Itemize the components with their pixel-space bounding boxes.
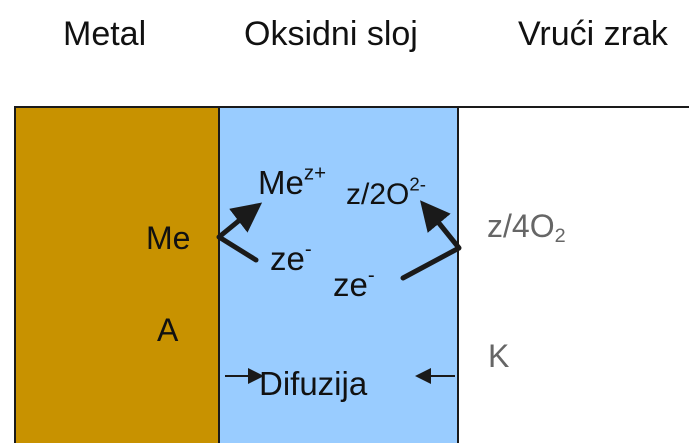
electron-label-upper: ze-: [270, 237, 312, 277]
cathode-label: K: [488, 338, 510, 374]
diffusion-label: Difuzija: [259, 365, 368, 402]
anode-reaction-chevron: [216, 207, 259, 263]
header-oxide-layer: Oksidni sloj: [244, 15, 418, 53]
electron-label-lower: ze-: [333, 263, 375, 303]
oxide-layer-region: [218, 106, 459, 443]
metal-cation-label: Mez+: [258, 161, 326, 201]
metal-region: [14, 106, 218, 443]
hot-air-region: [459, 106, 689, 443]
oxide-anion-label: z/2O2-: [346, 173, 426, 211]
cation-arrow: [229, 202, 263, 233]
anion-arrow: [420, 200, 451, 233]
header-metal: Metal: [63, 15, 147, 53]
oxygen-label: z/4O2: [487, 208, 566, 247]
header-hot-air: Vrući zrak: [518, 15, 668, 53]
cathode-reaction-chevron: [400, 209, 462, 281]
anode-label: A: [157, 312, 179, 348]
metal-ion-label: Me: [146, 220, 191, 256]
